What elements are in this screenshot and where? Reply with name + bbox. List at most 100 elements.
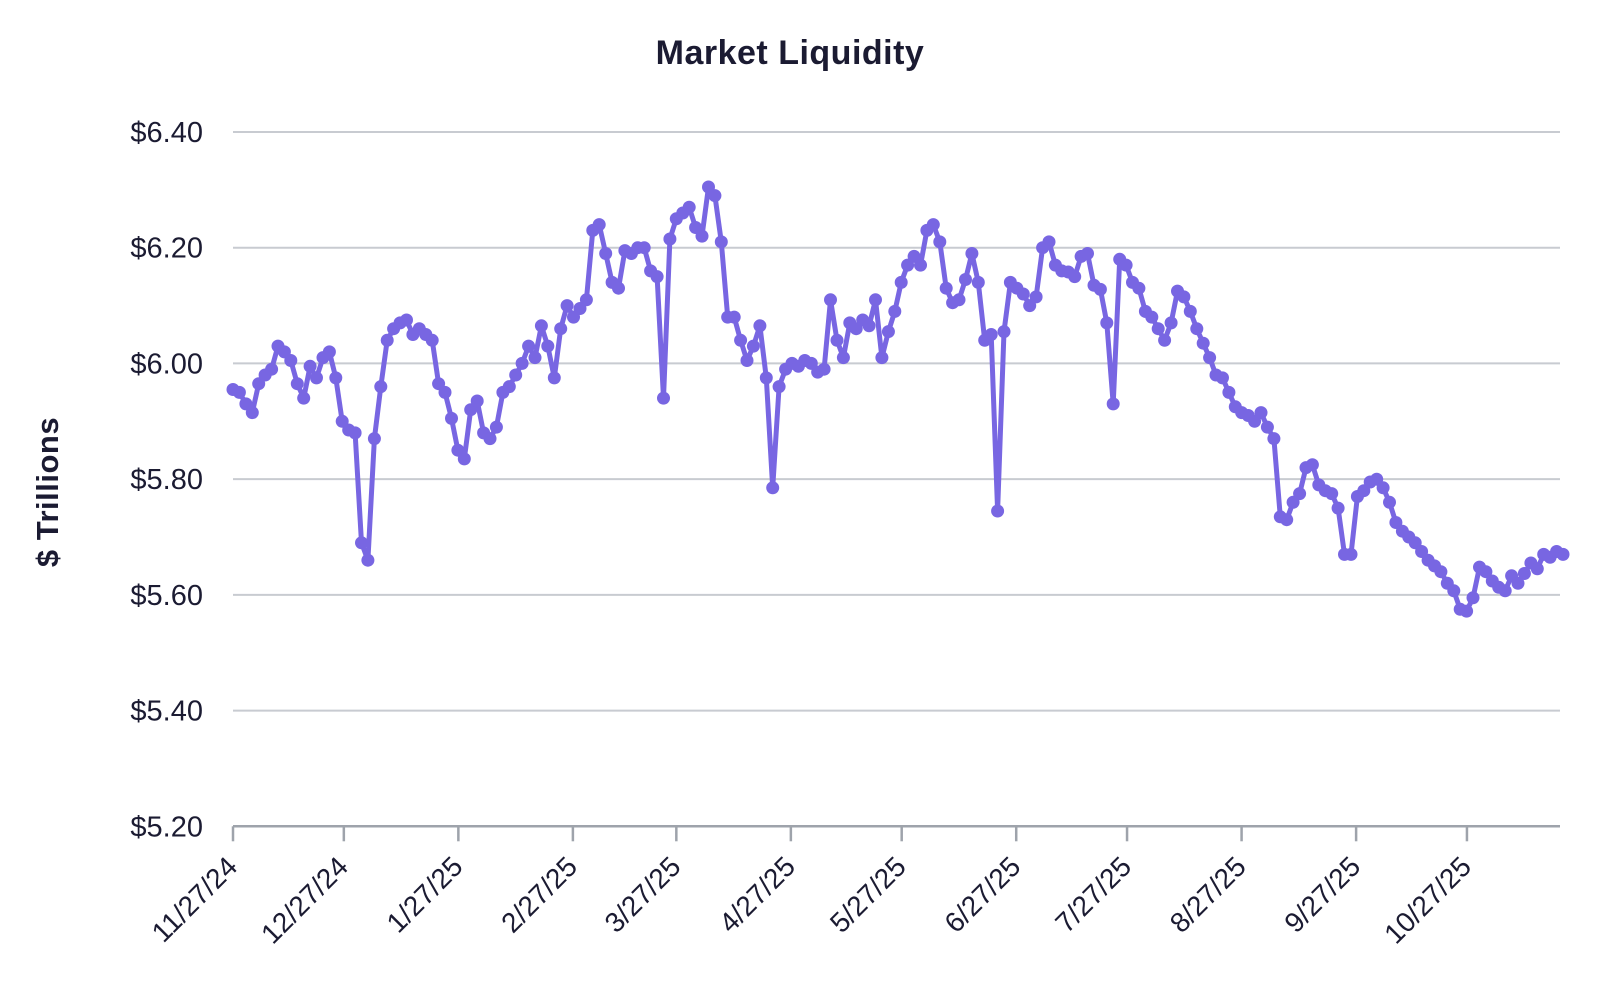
data-point	[1511, 576, 1525, 590]
data-point	[971, 275, 985, 289]
y-tick-label: $5.20	[130, 811, 203, 843]
data-point	[997, 325, 1011, 339]
data-point	[541, 339, 555, 353]
data-point	[1151, 322, 1165, 336]
data-point	[766, 481, 780, 495]
y-tick-label: $6.20	[130, 233, 203, 265]
data-point	[965, 247, 979, 260]
data-point	[1145, 310, 1159, 324]
data-point	[933, 235, 947, 249]
data-point	[881, 325, 895, 339]
data-point	[1305, 458, 1319, 472]
data-point	[592, 218, 606, 232]
data-point	[579, 293, 593, 307]
data-point	[1203, 351, 1217, 365]
data-point	[284, 354, 298, 367]
data-point	[502, 380, 516, 394]
data-point	[926, 218, 940, 232]
data-point	[746, 339, 760, 353]
x-tick-label: 1/27/25	[381, 851, 469, 939]
data-point	[1183, 304, 1197, 318]
data-point	[991, 504, 1005, 518]
data-point	[1254, 406, 1268, 420]
data-point	[245, 406, 259, 420]
data-point	[534, 319, 548, 333]
data-point	[232, 385, 246, 399]
data-point	[560, 299, 574, 313]
data-point	[1325, 487, 1339, 501]
data-point	[554, 322, 568, 336]
data-point	[425, 333, 439, 347]
data-point	[361, 553, 375, 567]
series-line	[230, 184, 1566, 614]
data-point	[772, 380, 786, 394]
data-point	[657, 391, 670, 405]
data-point	[457, 452, 471, 466]
data-point	[869, 293, 882, 307]
data-point	[438, 385, 452, 399]
data-point	[914, 258, 927, 272]
data-point	[836, 351, 850, 365]
x-tick-label: 8/27/25	[1164, 851, 1252, 939]
y-tick-label: $5.60	[130, 580, 203, 612]
data-point	[959, 273, 972, 286]
data-point	[348, 426, 362, 440]
data-point	[1081, 247, 1094, 260]
data-point	[1280, 513, 1294, 527]
y-tick-label: $5.40	[130, 696, 203, 728]
data-point	[1190, 322, 1204, 336]
data-point	[1344, 547, 1358, 561]
data-point	[875, 351, 889, 365]
data-point	[1119, 258, 1133, 272]
data-point	[888, 304, 902, 318]
data-point	[1293, 487, 1307, 501]
data-point	[1132, 281, 1146, 295]
data-point	[547, 371, 561, 385]
data-point	[734, 333, 748, 347]
data-point	[367, 432, 381, 446]
x-tick-label: 2/27/25	[495, 851, 583, 939]
data-point	[714, 235, 728, 249]
y-tick-label: $5.80	[130, 464, 203, 496]
x-tick-label: 4/27/25	[713, 851, 801, 939]
data-point	[894, 275, 908, 289]
y-tick-label: $6.40	[130, 117, 203, 149]
x-tick-label: 10/27/25	[1378, 851, 1477, 950]
data-point	[1196, 336, 1210, 350]
data-point	[1016, 287, 1030, 301]
data-point	[727, 310, 741, 324]
data-point	[708, 189, 722, 203]
data-point	[322, 345, 336, 359]
data-point	[1106, 397, 1120, 411]
data-point	[1093, 282, 1107, 296]
data-point	[1177, 290, 1191, 304]
x-tick-label: 6/27/25	[938, 851, 1026, 939]
data-point	[1216, 371, 1229, 385]
data-point	[470, 394, 484, 408]
data-point	[682, 200, 696, 214]
data-point	[1530, 562, 1544, 576]
data-point	[1164, 316, 1178, 330]
data-point	[740, 354, 754, 367]
data-point	[1498, 584, 1512, 598]
data-point	[1447, 584, 1461, 598]
data-point	[637, 241, 651, 255]
data-point	[1466, 591, 1480, 605]
data-point	[984, 328, 998, 341]
data-point	[663, 232, 677, 246]
data-point	[695, 229, 709, 243]
data-point	[650, 270, 664, 284]
data-point	[1042, 235, 1056, 249]
data-point	[824, 293, 837, 307]
data-point	[1100, 316, 1114, 330]
x-tick-label: 7/27/25	[1049, 851, 1137, 939]
y-tick-label: $6.00	[130, 348, 203, 380]
x-tick-label: 5/27/25	[824, 851, 912, 939]
data-point	[528, 351, 542, 365]
data-point	[290, 377, 304, 391]
data-point	[303, 359, 317, 373]
x-tick-label: 3/27/25	[599, 851, 687, 939]
data-point	[830, 333, 844, 347]
data-point	[1222, 385, 1236, 399]
